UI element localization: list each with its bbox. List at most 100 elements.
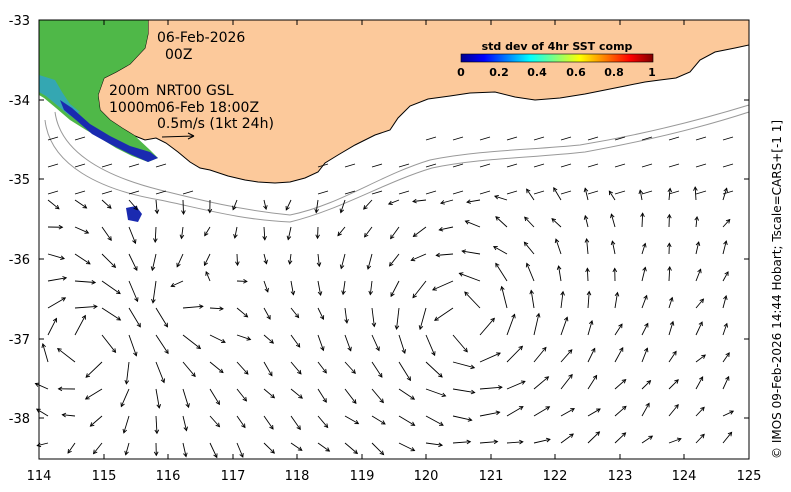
current-arrow: [641, 295, 648, 309]
current-arrowhead: [554, 238, 560, 244]
current-arrowhead: [120, 402, 125, 408]
current-arrowhead: [286, 235, 292, 241]
current-arrow: [722, 136, 734, 141]
current-arrow: [614, 292, 618, 309]
current-arrow: [479, 411, 500, 417]
current-arrow: [641, 190, 653, 195]
current-arrow: [452, 136, 464, 141]
current-arrowhead: [156, 404, 162, 409]
current-arrow: [128, 280, 138, 302]
current-arrow: [128, 334, 137, 356]
current-arrow: [263, 280, 269, 293]
current-arrowhead: [390, 234, 395, 240]
current-arrow: [74, 253, 91, 265]
scale-label: 0.5m/s (1kt 24h): [157, 116, 274, 132]
current-arrow: [587, 163, 599, 168]
current-arrow: [722, 240, 727, 255]
x-tick-label: 114: [27, 469, 52, 484]
current-arrow: [695, 434, 705, 444]
current-arrow: [641, 380, 651, 390]
current-arrowhead: [470, 389, 476, 395]
current-arrow: [479, 318, 495, 336]
current-arrowhead: [553, 187, 558, 192]
current-arrow: [101, 334, 116, 353]
current-arrowhead: [619, 346, 624, 352]
current-arrowhead: [322, 398, 327, 403]
current-arrowhead: [181, 210, 186, 215]
current-arrowhead: [493, 194, 499, 200]
current-arrowhead: [379, 398, 384, 404]
current-arrow: [128, 253, 138, 271]
current-arrow: [317, 280, 322, 296]
current-arrowhead: [34, 382, 40, 387]
current-arrowhead: [495, 216, 500, 221]
current-arrowhead: [700, 433, 705, 439]
current-arrow: [560, 190, 572, 195]
y-tick-label: -34: [9, 94, 30, 109]
current-arrow: [182, 190, 194, 195]
current-arrowhead: [111, 263, 117, 268]
current-arrow: [344, 190, 356, 195]
current-arrow: [668, 321, 674, 336]
current-arrow: [344, 361, 356, 374]
current-arrow: [722, 352, 730, 363]
current-arrowhead: [520, 380, 526, 385]
current-arrowhead: [235, 261, 240, 267]
colorbar-tick: 0: [457, 66, 465, 79]
current-arrow: [290, 388, 303, 399]
current-arrow: [340, 199, 346, 213]
current-arrow: [722, 271, 729, 282]
current-arrow: [587, 320, 593, 336]
current-arrowhead: [584, 237, 590, 243]
current-arrowhead: [410, 395, 416, 400]
current-arrowhead: [164, 349, 169, 355]
current-arrowhead: [52, 317, 58, 323]
current-arrow: [452, 334, 468, 353]
current-arrow: [155, 163, 167, 168]
current-arrow: [722, 376, 730, 390]
current-arrowhead: [191, 372, 196, 378]
current-arrow: [466, 199, 481, 203]
current-arrowhead: [375, 346, 380, 352]
current-arrow: [125, 361, 130, 384]
current-arrowhead: [124, 379, 130, 385]
current-arrowhead: [568, 373, 573, 379]
current-arrow: [614, 163, 626, 168]
current-arrow: [493, 246, 508, 255]
current-arrowhead: [57, 386, 63, 392]
current-arrow: [560, 291, 564, 309]
current-arrow: [155, 334, 169, 354]
current-arrow: [614, 432, 626, 444]
current-arrowhead: [351, 369, 356, 374]
current-arrow: [668, 438, 682, 444]
current-arrow: [419, 307, 427, 330]
current-arrow: [560, 433, 574, 444]
current-arrowhead: [586, 290, 592, 296]
current-arrow: [290, 307, 299, 318]
contour-200m: [54, 104, 750, 216]
current-arrowhead: [151, 298, 156, 304]
current-arrowhead: [394, 325, 400, 331]
current-arrow: [74, 315, 86, 336]
current-arrowhead: [116, 316, 122, 321]
current-arrowhead: [542, 346, 547, 352]
current-arrowhead: [694, 215, 700, 221]
current-arrow: [337, 226, 346, 236]
current-arrowhead: [669, 296, 674, 302]
colorbar-tick: 1: [648, 66, 656, 79]
current-arrow: [722, 188, 728, 201]
current-arrowhead: [434, 316, 439, 321]
current-arrow: [263, 226, 266, 240]
sst-blue-blob: [126, 206, 142, 222]
current-arrow: [587, 136, 599, 141]
current-arrow: [641, 348, 648, 363]
current-arrow: [236, 388, 247, 402]
current-arrow: [344, 442, 358, 454]
current-arrowhead: [81, 314, 86, 320]
current-arrow: [125, 442, 130, 455]
current-arrowhead: [438, 442, 444, 448]
current-arrow: [209, 334, 226, 343]
current-arrow: [695, 321, 703, 336]
current-arrow: [396, 307, 400, 330]
